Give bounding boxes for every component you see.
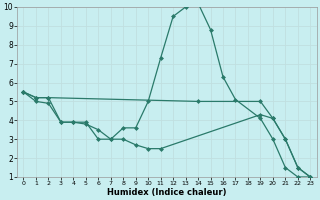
X-axis label: Humidex (Indice chaleur): Humidex (Indice chaleur)	[107, 188, 227, 197]
